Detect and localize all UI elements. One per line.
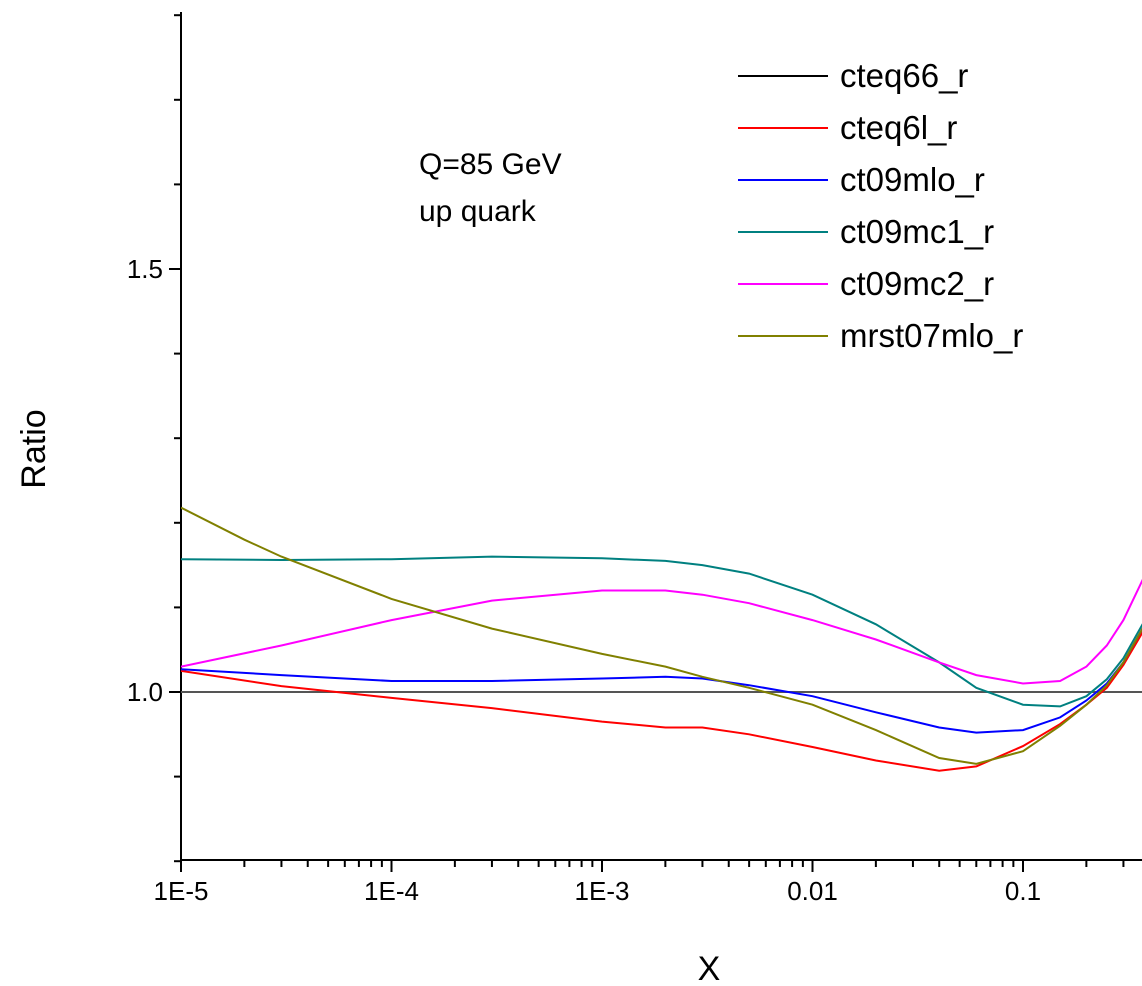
series-line-ct09mc1_r bbox=[181, 555, 1142, 708]
y-axis-title: Ratio bbox=[15, 409, 53, 488]
legend-label-cteq66_r: cteq66_r bbox=[840, 57, 968, 94]
legend: cteq66_r cteq6l_r ct09mlo_r ct09mc1_r ct09mc… bbox=[738, 57, 1023, 354]
axes: 1.0 1.5 1E-5 1E-4 1E-3 0.01 0.1 bbox=[127, 12, 1142, 906]
x-axis-title: X bbox=[698, 950, 721, 986]
legend-label-mrst07mlo_r: mrst07mlo_r bbox=[840, 317, 1023, 354]
series-layer bbox=[181, 506, 1142, 772]
series-line-ct09mlo_r bbox=[181, 627, 1142, 734]
y-tick-label: 1.5 bbox=[127, 254, 163, 284]
x-tick-label: 0.1 bbox=[1005, 876, 1041, 906]
x-tick-label: 1E-3 bbox=[575, 876, 630, 906]
series-line-mrst07mlo_r bbox=[181, 506, 1142, 765]
legend-label-ct09mc2_r: ct09mc2_r bbox=[840, 265, 994, 302]
y-tick-label: 1.0 bbox=[127, 677, 163, 707]
legend-label-ct09mlo_r: ct09mlo_r bbox=[840, 161, 985, 198]
x-tick-label: 1E-5 bbox=[154, 876, 209, 906]
legend-label-ct09mc1_r: ct09mc1_r bbox=[840, 213, 994, 250]
annotation-q: Q=85 GeV bbox=[419, 148, 562, 181]
legend-label-cteq6l_r: cteq6l_r bbox=[840, 109, 957, 146]
x-tick-label: 0.01 bbox=[787, 876, 838, 906]
series-line-ct09mc2_r bbox=[181, 578, 1142, 685]
annotation-quark: up quark bbox=[419, 195, 537, 228]
x-tick-label: 1E-4 bbox=[364, 876, 419, 906]
